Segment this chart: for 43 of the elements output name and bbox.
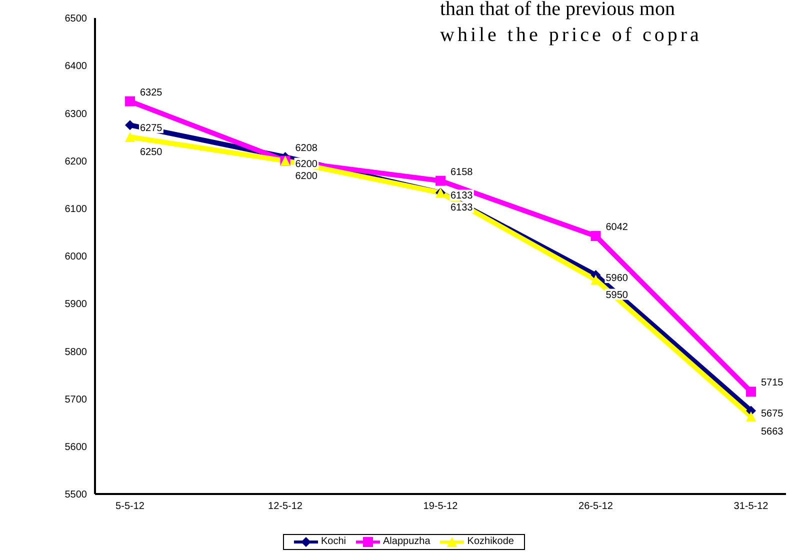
y-tick-label: 5900 <box>64 299 88 310</box>
y-tick-label: 6300 <box>64 108 88 120</box>
point <box>590 231 601 242</box>
data-label: 6200 <box>295 158 318 170</box>
legend-label: Kochi <box>321 536 346 548</box>
y-tick-label: 5600 <box>64 442 88 453</box>
y-tick-label: 6500 <box>64 14 88 25</box>
y-tick-label: 5800 <box>64 346 88 358</box>
legend-label: Kozhikode <box>467 536 514 548</box>
y-tick-label: 6200 <box>64 156 88 168</box>
annotation: while the price of copra <box>440 24 702 47</box>
point <box>746 386 756 397</box>
y-tick-label: 5700 <box>64 394 88 406</box>
x-tick-label: 5-5-12 <box>116 501 145 512</box>
data-label: 6158 <box>450 166 474 178</box>
data-label: 6133 <box>450 190 474 202</box>
data-label: 5715 <box>761 378 784 389</box>
data-label: 6200 <box>295 170 318 182</box>
x-tick-label: 26-5-12 <box>578 501 614 512</box>
point <box>125 120 135 130</box>
point <box>125 132 135 142</box>
legend-label: Alappuzha <box>383 536 430 548</box>
point <box>746 411 756 422</box>
point <box>436 176 446 186</box>
y-tick-label: 5500 <box>64 490 88 501</box>
data-label: 6042 <box>606 222 628 234</box>
data-label: 6208 <box>295 142 318 154</box>
data-label: 6325 <box>140 87 163 98</box>
y-tick-label: 6000 <box>64 252 88 263</box>
y-tick-label: 6400 <box>64 61 88 72</box>
point <box>125 96 135 106</box>
x-tick-label: 12-5-12 <box>268 501 303 512</box>
annotation: than that of the previous mon <box>440 0 675 21</box>
x-tick-label: 19-5-12 <box>423 501 458 512</box>
y-tick-label: 6100 <box>64 204 88 215</box>
data-label: 5675 <box>761 408 784 420</box>
x-tick-label: 31-5-12 <box>734 501 769 512</box>
data-label: 6133 <box>450 202 474 214</box>
data-label: 6250 <box>140 147 163 158</box>
data-label: 5960 <box>606 273 628 284</box>
data-label: 6275 <box>140 123 163 134</box>
data-label: 5950 <box>606 290 628 301</box>
data-label: 5663 <box>761 426 784 438</box>
